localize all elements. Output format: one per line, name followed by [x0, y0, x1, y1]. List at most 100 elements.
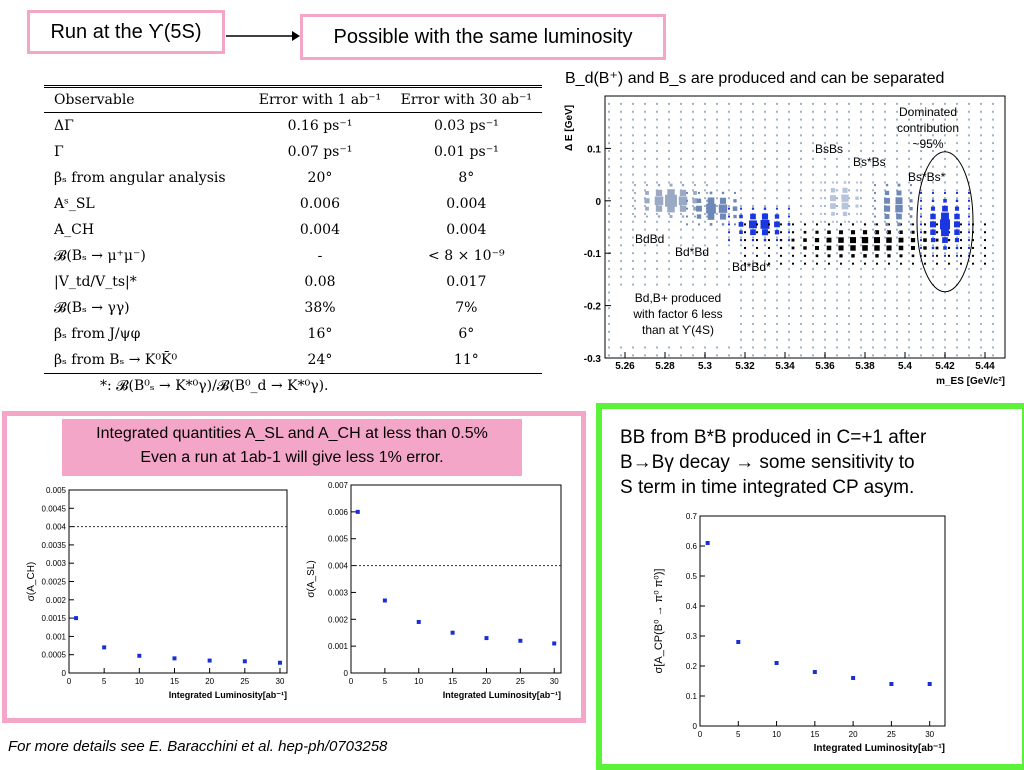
banner-line-1: Integrated quantities A_SL and A_CH at l…: [96, 425, 488, 442]
cell: [920, 338, 922, 341]
cell: [752, 126, 754, 129]
cell: [704, 260, 706, 263]
cell: [844, 220, 846, 223]
cell: [608, 299, 610, 302]
cell: [848, 197, 850, 200]
cell: [812, 338, 814, 341]
possible-box: Possible with the same luminosity: [300, 14, 666, 60]
cell: [752, 260, 754, 263]
cell: [800, 330, 802, 333]
cell: [849, 237, 857, 244]
cell: [764, 205, 766, 208]
bdbd-cluster: [634, 183, 708, 219]
cell: [692, 150, 694, 153]
cell: [812, 244, 814, 247]
cell: [776, 291, 778, 294]
cell: [848, 212, 850, 215]
cell: [980, 220, 982, 223]
cell: [908, 205, 910, 208]
cell: [896, 315, 898, 318]
table-row: Γ 0.07 ps⁻¹ 0.01 ps⁻¹: [44, 139, 542, 165]
cell: [800, 157, 802, 160]
cell: [800, 118, 802, 121]
cell: [838, 245, 844, 251]
cell: [608, 260, 610, 263]
label-bsstarbs: Bs*Bs: [853, 155, 886, 169]
cell: [884, 118, 886, 121]
cell: [800, 236, 802, 239]
cell: [920, 252, 922, 255]
cell: [668, 102, 670, 105]
table-body: ΔΓ 0.16 ps⁻¹ 0.03 ps⁻¹ Γ 0.07 ps⁻¹ 0.01 ps⁻¹ β…: [44, 113, 542, 374]
cell: [728, 220, 730, 223]
cell: [860, 212, 862, 215]
cell: [992, 252, 994, 255]
cell: [899, 230, 903, 235]
cell-error-30ab: 0.017: [446, 274, 487, 290]
cell: [815, 230, 819, 234]
cell: [716, 267, 718, 270]
cell: [776, 197, 778, 200]
cell: [932, 142, 934, 145]
cell: [956, 260, 958, 263]
cell: [968, 231, 970, 234]
cell: [920, 244, 922, 247]
cell: [728, 207, 730, 210]
cell: [935, 231, 939, 234]
cell: [896, 330, 898, 333]
cell: [668, 181, 670, 184]
cell: [800, 267, 802, 270]
cell: [992, 283, 994, 286]
cell: [680, 134, 682, 137]
cell: [872, 354, 874, 357]
cell: [716, 110, 718, 113]
cell: [632, 236, 634, 239]
data-point: [450, 630, 455, 635]
cell: [908, 102, 910, 105]
cell: [776, 239, 778, 242]
cell: [657, 183, 661, 187]
cell: [930, 206, 936, 211]
cell: [932, 110, 934, 113]
observable-table: Observable Error with 1 ab⁻¹ Error with …: [44, 85, 542, 374]
cell: [920, 322, 922, 325]
cell: [910, 237, 916, 243]
cell: [803, 254, 807, 257]
cell: [655, 189, 663, 197]
cell: [656, 260, 658, 263]
cell: [884, 260, 886, 263]
cell: [634, 184, 636, 187]
cell: [644, 267, 646, 270]
cell: [836, 338, 838, 341]
cell: [800, 228, 802, 231]
cell: [960, 239, 962, 242]
cell: [800, 110, 802, 113]
cell: [744, 262, 746, 265]
cell: [860, 338, 862, 341]
cell: [692, 275, 694, 278]
bsstarbsstar-cluster: [920, 191, 970, 257]
cell: [644, 142, 646, 145]
cell: [872, 260, 874, 263]
table-row: |V_td/V_ts|* 0.08 0.017: [44, 269, 542, 295]
cell: [812, 165, 814, 168]
cell: [792, 262, 794, 265]
cell: [656, 252, 658, 255]
cell: [824, 118, 826, 121]
cell: [980, 102, 982, 105]
cell: [908, 220, 910, 223]
cell: [908, 118, 910, 121]
cell: [920, 228, 922, 231]
cell: [860, 307, 862, 310]
cell: [824, 205, 826, 208]
cell: [644, 197, 646, 200]
cell: [908, 150, 910, 153]
cell: [824, 252, 826, 255]
cell: [980, 307, 982, 310]
cell: [908, 267, 910, 270]
cell: [752, 283, 754, 286]
cell: [764, 307, 766, 310]
cell: [920, 236, 922, 239]
y-tick-label: -0.2: [584, 302, 602, 313]
cell: [932, 252, 934, 255]
